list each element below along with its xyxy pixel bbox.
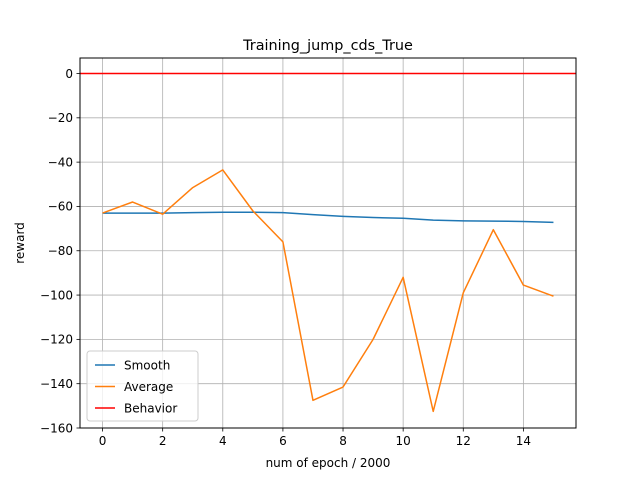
x-tick-label: 12 bbox=[456, 434, 471, 448]
series-layer bbox=[80, 72, 576, 413]
x-tick-label: 4 bbox=[219, 434, 227, 448]
legend-label-behavior: Behavior bbox=[124, 401, 177, 415]
legend-label-smooth: Smooth bbox=[124, 358, 170, 372]
x-tick-label: 10 bbox=[396, 434, 411, 448]
series-line-average bbox=[102, 169, 554, 413]
y-tick-label: −160 bbox=[40, 421, 73, 435]
x-tick-label: 0 bbox=[99, 434, 107, 448]
y-tick-label: 0 bbox=[65, 67, 73, 81]
legend-box bbox=[86, 350, 199, 422]
series-line-smooth bbox=[102, 211, 554, 224]
ticks: 0 2 4 6 8 10 12 14 0 −20 −40 −60 −80 −100 −120 −140 −160 bbox=[40, 67, 531, 448]
y-tick-label: −140 bbox=[40, 377, 73, 391]
y-tick-label: −100 bbox=[40, 288, 73, 302]
x-tick-label: 2 bbox=[159, 434, 167, 448]
plot-area-frame bbox=[79, 57, 577, 429]
chart-title: Training_jump_cds_True bbox=[242, 38, 413, 54]
x-tick-label: 8 bbox=[339, 434, 347, 448]
y-tick-label: −80 bbox=[48, 244, 73, 258]
y-tick-label: −120 bbox=[40, 333, 73, 347]
x-axis-label: num of epoch / 2000 bbox=[266, 456, 391, 470]
y-axis-label: reward bbox=[13, 222, 27, 264]
y-tick-label: −60 bbox=[48, 200, 73, 214]
x-tick-label: 6 bbox=[279, 434, 287, 448]
y-tick-label: −40 bbox=[48, 155, 73, 169]
legend-label-average: Average bbox=[124, 380, 173, 394]
y-tick-label: −20 bbox=[48, 111, 73, 125]
legend: Smooth Average Behavior bbox=[86, 350, 199, 422]
x-tick-label: 14 bbox=[516, 434, 531, 448]
